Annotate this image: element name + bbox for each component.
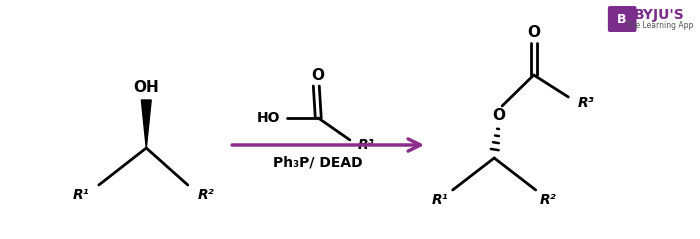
Text: R¹: R¹ xyxy=(431,193,448,207)
Text: O: O xyxy=(311,67,324,82)
Text: Ph₃P/ DEAD: Ph₃P/ DEAD xyxy=(274,156,363,170)
FancyBboxPatch shape xyxy=(608,6,636,32)
Text: BYJU'S: BYJU'S xyxy=(634,8,685,22)
Text: R²: R² xyxy=(197,188,214,202)
Text: HO: HO xyxy=(257,111,281,125)
Text: R³: R³ xyxy=(357,138,374,152)
Text: OH: OH xyxy=(134,81,159,96)
Text: R²: R² xyxy=(540,193,557,207)
Text: O: O xyxy=(493,108,505,123)
Text: R³: R³ xyxy=(578,96,594,110)
Text: O: O xyxy=(527,25,540,39)
Text: The Learning App: The Learning App xyxy=(626,21,693,29)
Text: R¹: R¹ xyxy=(73,188,90,202)
Text: B: B xyxy=(617,12,626,26)
Polygon shape xyxy=(141,100,151,148)
